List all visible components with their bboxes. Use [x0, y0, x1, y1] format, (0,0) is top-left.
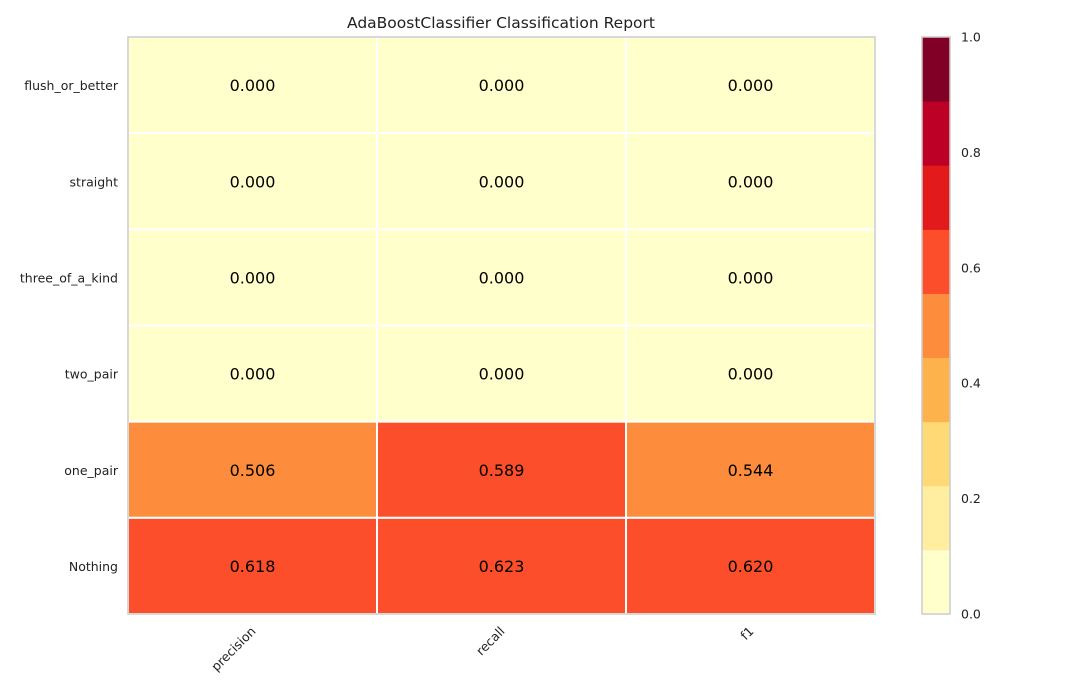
colorbar-tick-label: 0.0 [961, 607, 981, 622]
colorbar-segment [922, 37, 950, 102]
row-tick-label: two_pair [65, 367, 119, 382]
cell-value-label: 0.000 [728, 365, 774, 384]
chart-title: AdaBoostClassifier Classification Report [347, 14, 655, 32]
heatmap-cells [127, 36, 876, 615]
cell-value-label: 0.000 [230, 365, 276, 384]
heatmap-cell [127, 36, 378, 135]
colorbar-tick-label: 1.0 [961, 30, 981, 45]
heatmap-cell [127, 132, 378, 231]
cell-value-label: 0.000 [230, 76, 276, 95]
cell-value-labels: 0.000 0.000 0.000 0.000 0.000 0.000 0.000 0.000… [230, 76, 774, 576]
cell-value-label: 0.618 [230, 557, 276, 576]
colorbar-segment [922, 293, 950, 359]
column-tick-label: recall [473, 624, 508, 659]
heatmap-cell [625, 324, 876, 423]
heatmap-cell [376, 228, 627, 327]
colorbar-segment [922, 421, 950, 487]
heatmap-cell [376, 420, 627, 519]
cell-value-label: 0.506 [230, 461, 276, 480]
colorbar-segment [922, 357, 950, 423]
row-tick-label: three_of_a_kind [20, 270, 118, 285]
row-tick-label: flush_or_better [24, 78, 119, 93]
cell-value-label: 0.000 [728, 172, 774, 191]
cell-value-label: 0.589 [479, 461, 525, 480]
colorbar-tick-label: 0.2 [961, 491, 981, 506]
colorbar-segment [922, 485, 950, 551]
heatmap-cell [376, 516, 627, 615]
row-tick-label: Nothing [69, 559, 118, 574]
cell-value-label: 0.000 [479, 268, 525, 287]
colorbar-tick-labels: 0.0 0.2 0.4 0.6 0.8 1.0 [961, 30, 981, 622]
colorbar-frame [921, 36, 951, 615]
heatmap-cell [625, 132, 876, 231]
colorbar-segment [922, 101, 950, 166]
heatmap-cell [127, 324, 378, 423]
row-tick-label: straight [70, 174, 119, 189]
cell-value-label: 0.000 [479, 365, 525, 384]
cell-value-label: 0.000 [479, 76, 525, 95]
colorbar-tick-label: 0.6 [961, 260, 981, 275]
plot-frame [127, 36, 876, 615]
colorbar-segment [922, 549, 950, 615]
row-tick-labels: flush_or_better straight three_of_a_kindtw… [20, 78, 119, 574]
cell-value-label: 0.000 [230, 172, 276, 191]
cell-value-label: 0.544 [728, 461, 774, 480]
colorbar [921, 36, 951, 615]
colorbar-tick-label: 0.4 [961, 376, 981, 391]
cell-value-label: 0.623 [479, 557, 525, 576]
column-tick-label: f1 [737, 624, 756, 643]
cell-value-label: 0.620 [728, 557, 774, 576]
cell-value-label: 0.000 [728, 76, 774, 95]
heatmap-cell [625, 516, 876, 615]
cell-value-label: 0.000 [479, 172, 525, 191]
heatmap-cell [376, 36, 627, 135]
column-tick-label: precision [208, 624, 258, 674]
row-tick-label: one_pair [64, 463, 119, 478]
cell-value-label: 0.000 [230, 268, 276, 287]
colorbar-segment [922, 165, 950, 230]
colorbar-tick-label: 0.8 [961, 145, 981, 160]
colorbar-segment [922, 229, 950, 294]
cell-value-label: 0.000 [728, 268, 774, 287]
column-tick-labels: precision recall f1 [208, 624, 756, 674]
